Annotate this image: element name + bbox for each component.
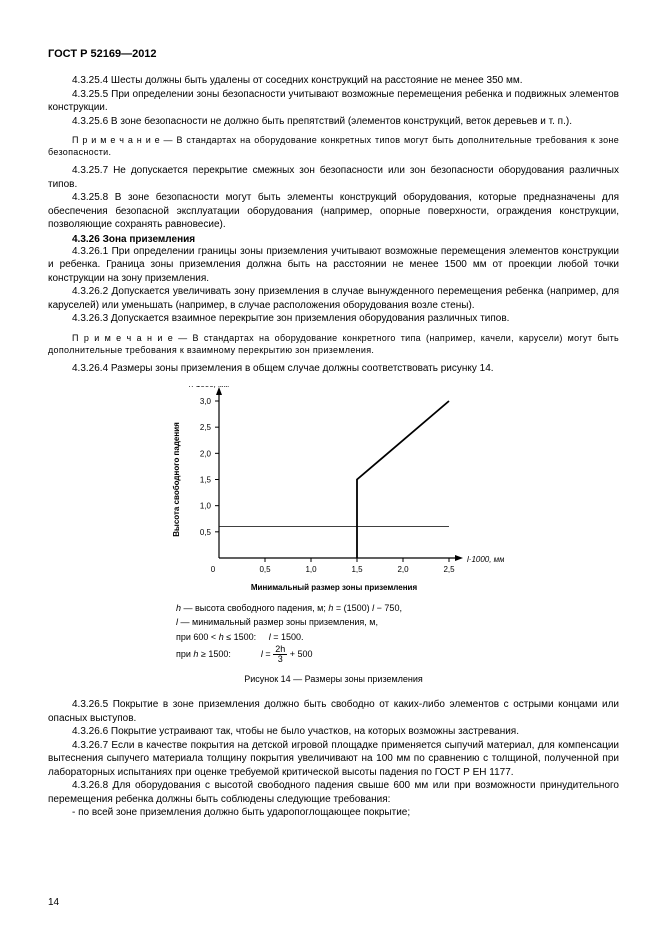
clause-4-3-26-7: 4.3.26.7 Если в качестве покрытия на дет…	[48, 739, 619, 780]
legend-t2: = (1500)	[333, 603, 372, 613]
svg-text:2,5: 2,5	[443, 565, 455, 574]
clause-4-3-26-8: 4.3.26.8 Для оборудования с высотой своб…	[48, 779, 619, 806]
svg-text:2,0: 2,0	[397, 565, 409, 574]
note-1: П р и м е ч а н и е — В стандартах на об…	[48, 134, 619, 158]
svg-text:Высота свободного падения: Высота свободного падения	[172, 421, 181, 536]
figure-legend: h — высота свободного падения, м; h = (1…	[176, 602, 619, 665]
svg-text:1,0: 1,0	[305, 565, 317, 574]
svg-text:h·1000, мм: h·1000, мм	[189, 386, 230, 389]
legend-t6: ≤ 1500:	[224, 632, 256, 642]
svg-text:l·1000, мм: l·1000, мм	[467, 555, 504, 564]
clause-4-3-26-8-bullet: - по всей зоне приземления должно быть у…	[48, 806, 619, 820]
legend-t9: ≥ 1500:	[198, 649, 230, 659]
legend-t11: + 500	[287, 649, 312, 659]
clause-4-3-25-5: 4.3.25.5 При определении зоны безопаснос…	[48, 88, 619, 115]
svg-text:0: 0	[210, 565, 215, 574]
svg-text:2,5: 2,5	[199, 423, 211, 432]
figure-14: 0,5 1,0 1,5 2,0 2,5 0 0,5 1,0 1,5 2,0 2,5 3,0 l·1000…	[164, 386, 504, 596]
clause-4-3-26-4: 4.3.26.4 Размеры зоны приземления в обще…	[48, 362, 619, 376]
svg-text:0,5: 0,5	[259, 565, 271, 574]
legend-t10: =	[263, 649, 273, 659]
page: ГОСТ Р 52169—2012 4.3.25.4 Шесты должны …	[0, 0, 661, 840]
clause-4-3-26-2: 4.3.26.2 Допускается увеличивать зону пр…	[48, 285, 619, 312]
legend-t1: — высота свободного падения, м;	[181, 603, 328, 613]
clause-4-3-26-6: 4.3.26.6 Покрытие устраивают так, чтобы …	[48, 725, 619, 739]
svg-text:0,5: 0,5	[199, 527, 211, 536]
legend-row-1: h — высота свободного падения, м; h = (1…	[176, 602, 619, 615]
svg-text:1,5: 1,5	[199, 475, 211, 484]
legend-frac-den: 3	[273, 655, 287, 664]
legend-frac: 2h3	[273, 645, 287, 664]
legend-t3: − 750,	[374, 603, 402, 613]
clause-4-3-25-6: 4.3.25.6 В зоне безопасности не должно б…	[48, 115, 619, 129]
svg-text:Минимальный размер зоны призем: Минимальный размер зоны приземления	[250, 583, 417, 592]
svg-text:2,0: 2,0	[199, 449, 211, 458]
svg-text:1,0: 1,0	[199, 501, 211, 510]
chart-svg: 0,5 1,0 1,5 2,0 2,5 0 0,5 1,0 1,5 2,0 2,5 3,0 l·1000…	[164, 386, 504, 596]
legend-row-3: при 600 < h ≤ 1500: l = 1500.	[176, 631, 619, 644]
svg-text:3,0: 3,0	[199, 397, 211, 406]
legend-t4: — минимальный размер зоны приземления, м…	[178, 617, 378, 627]
doc-title: ГОСТ Р 52169—2012	[48, 48, 619, 60]
legend-t5: при 600 <	[176, 632, 219, 642]
section-4-3-26: 4.3.26 Зона приземления	[48, 234, 619, 245]
legend-row-4: при h ≥ 1500: l = 2h3 + 500	[176, 645, 619, 664]
svg-text:1,5: 1,5	[351, 565, 363, 574]
clause-4-3-25-8: 4.3.25.8 В зоне безопасности могут быть …	[48, 191, 619, 232]
legend-t7: = 1500.	[271, 632, 304, 642]
clause-4-3-26-1: 4.3.26.1 При определении границы зоны пр…	[48, 245, 619, 286]
clause-4-3-26-5: 4.3.26.5 Покрытие в зоне приземления дол…	[48, 698, 619, 725]
clause-4-3-26-3: 4.3.26.3 Допускается взаимное перекрытие…	[48, 312, 619, 326]
legend-row-2: l — минимальный размер зоны приземления,…	[176, 616, 619, 629]
clause-4-3-25-4: 4.3.25.4 Шесты должны быть удалены от со…	[48, 74, 619, 88]
figure-caption: Рисунок 14 — Размеры зоны приземления	[48, 674, 619, 684]
legend-t8: при	[176, 649, 193, 659]
clause-4-3-25-7: 4.3.25.7 Не допускается перекрытие смежн…	[48, 164, 619, 191]
note-2: П р и м е ч а н и е — В стандартах на об…	[48, 332, 619, 356]
page-number: 14	[48, 897, 59, 908]
